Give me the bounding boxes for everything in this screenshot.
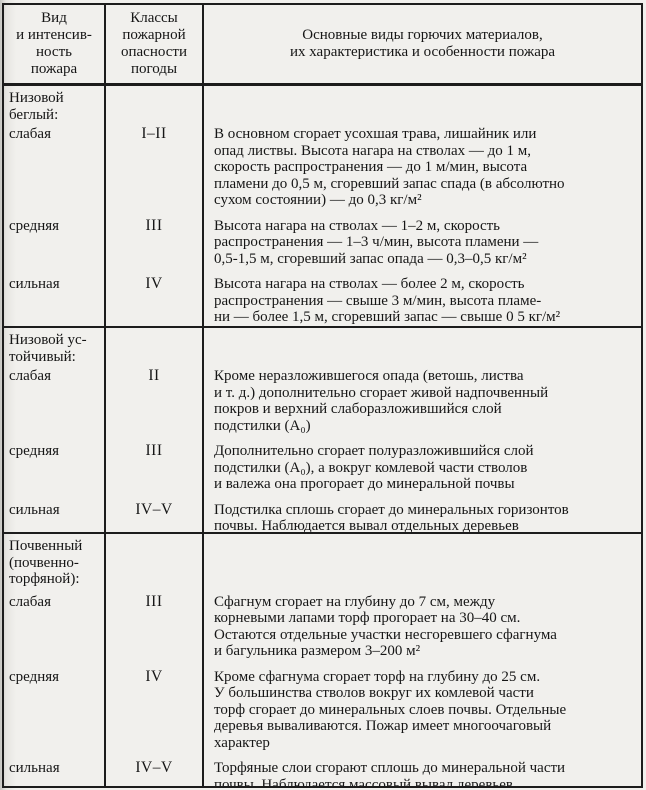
intensity-cell: слабая [4,587,106,660]
danger-class-cell: IV–V [106,751,204,786]
section-label: Почвенный (почвенно- торфяной): [4,534,106,588]
description-cell: Кроме неразложившегося опада (ветошь, ли… [214,368,549,434]
description-cell: Торфяные слои сгорают сплошь до минераль… [214,760,566,786]
danger-class-cell: IV–V [106,492,204,532]
table-header-row: Вид и интенсив- ность пожара Классы пожа… [4,5,641,86]
empty-cell [204,328,641,365]
section-label: Низовой ус- тойчивый: [4,328,106,365]
description-cell: Подстилка сплошь сгорает до минеральных … [214,501,569,533]
description-cell: В основном сгорает усохшая трава, лишайн… [214,126,565,208]
section-ground-steady-fire: Низовой ус- тойчивый: слабая II Кроме не… [4,326,641,532]
empty-cell [106,86,204,123]
description-cell: Дополнительно сгорает полуразложившийся … [214,443,534,492]
danger-class-cell: III [106,587,204,660]
danger-class-cell: IV [106,659,204,751]
header-cell-danger-class: Классы пожарной опасности погоды [106,5,204,83]
intensity-cell: сильная [4,751,106,786]
intensity-cell: средняя [4,434,106,493]
header-cell-materials: Основные виды горючих материалов, их хар… [289,27,556,60]
empty-cell [106,534,204,588]
empty-cell [106,328,204,365]
section-label: Низовой беглый: [4,86,106,123]
danger-class-cell: III [106,208,204,267]
danger-class-cell: II [106,365,204,434]
intensity-cell: слабая [4,365,106,434]
description-cell: Кроме сфагнума сгорает торф на глубину д… [214,668,567,751]
section-soil-peat-fire: Почвенный (почвенно- торфяной): слабая I… [4,532,641,786]
danger-class-cell: III [106,434,204,493]
description-cell: Высота нагара на стволах — 1–2 м, скорос… [214,217,539,267]
section-ground-running-fire: Низовой беглый: слабая I–II В основном с… [4,86,641,326]
intensity-cell: средняя [4,659,106,751]
intensity-cell: сильная [4,492,106,532]
empty-cell [204,86,641,123]
intensity-cell: средняя [4,208,106,267]
fire-types-table: Вид и интенсив- ность пожара Классы пожа… [2,3,643,788]
intensity-cell: слабая [4,123,106,209]
empty-cell [204,534,641,588]
description-cell: Высота нагара на стволах — более 2 м, ск… [214,276,561,325]
danger-class-cell: IV [106,267,204,326]
danger-class-cell: I–II [106,123,204,209]
header-cell-fire-type: Вид и интенсив- ность пожара [4,5,106,83]
intensity-cell: сильная [4,267,106,326]
description-cell: Сфагнум сгорает на глубину до 7 см, межд… [214,593,557,660]
